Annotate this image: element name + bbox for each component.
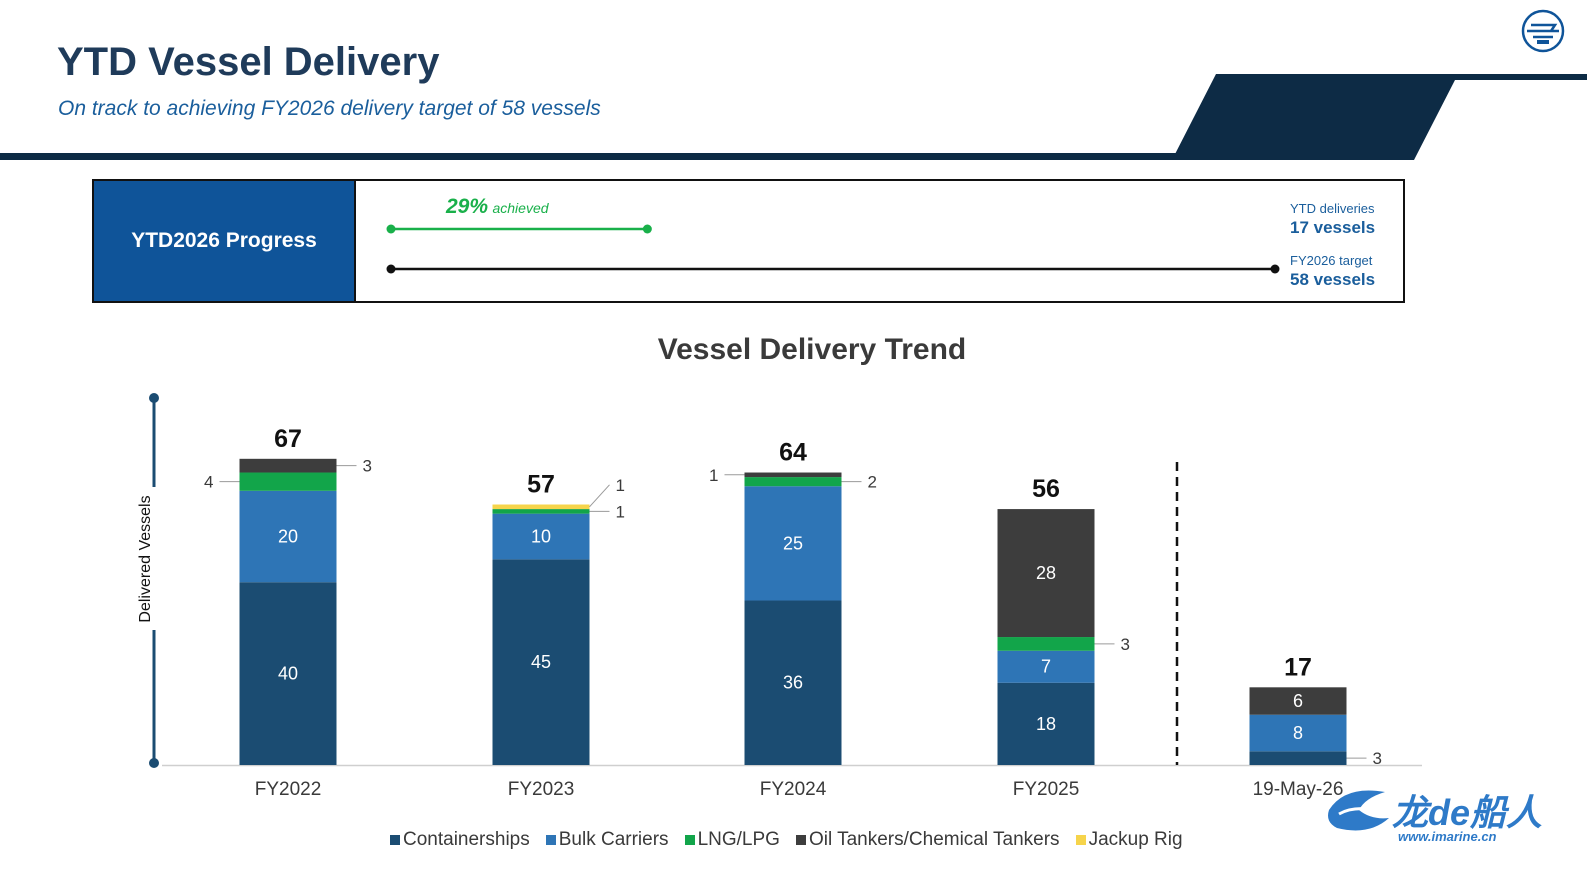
bar-segment: [1249, 751, 1347, 765]
data-label: 28: [1036, 563, 1056, 583]
percent-value: 29%: [446, 195, 489, 218]
data-label: 3: [1121, 635, 1130, 654]
data-label: 7: [1041, 657, 1051, 677]
bar-segment: [744, 486, 842, 601]
data-label: 40: [278, 664, 298, 684]
total-label: 67: [274, 425, 302, 453]
data-label: 1: [616, 476, 625, 495]
bar-segment: [997, 650, 1095, 683]
watermark-text: 龙de船人: [1392, 792, 1543, 833]
data-label: 4: [204, 473, 213, 492]
legend-label: Bulk Carriers: [558, 829, 669, 850]
target-value: 58 vessels: [1290, 270, 1376, 289]
data-label: 18: [1036, 714, 1056, 734]
chart-legend: Containerships Bulk Carriers LNG/LPG Oil Ta…: [390, 829, 1183, 851]
data-label: 25: [783, 533, 803, 553]
data-label: 3: [363, 457, 372, 476]
legend-swatch: [545, 835, 556, 845]
bar-segment: [744, 472, 842, 478]
header-band: [0, 74, 1587, 160]
target-label: FY2026 target: [1290, 253, 1373, 268]
legend-item: Oil Tankers/Chemical Tankers: [795, 829, 1060, 851]
leader-line: [589, 484, 610, 508]
x-tick-label: 19-May-26: [1253, 779, 1344, 800]
legend-item: LNG/LPG: [684, 829, 780, 851]
y-axis-label: Delivered Vessels: [137, 495, 154, 622]
legend-item: Jackup Rig: [1075, 829, 1183, 851]
data-label: 1: [616, 502, 625, 521]
data-label: 20: [278, 527, 298, 547]
x-tick-label: FY2025: [1013, 779, 1080, 800]
bar-segment: [997, 509, 1095, 638]
data-label: 1: [709, 466, 718, 485]
bar-segment: [492, 559, 590, 765]
bar-segment: [1249, 687, 1347, 715]
bar-segment: [239, 458, 337, 473]
bar-segment: [239, 582, 337, 765]
data-label: 3: [1373, 749, 1382, 768]
chart-title: Vessel Delivery Trend: [657, 333, 967, 366]
legend-swatch: [390, 835, 400, 845]
bar-segment: [744, 477, 842, 487]
x-tick-label: FY2023: [508, 779, 575, 800]
total-label: 56: [1032, 475, 1060, 503]
bar-segment: [744, 600, 842, 765]
legend-item: Containerships: [390, 829, 530, 851]
percent-achieved: 29% achieved: [446, 195, 549, 219]
data-label: 10: [531, 527, 551, 547]
progress-label: YTD2026 Progress: [94, 181, 356, 301]
bar-segment: [239, 472, 337, 491]
company-logo-icon: [1521, 9, 1565, 53]
legend-label: Oil Tankers/Chemical Tankers: [808, 829, 1060, 850]
total-label: 57: [527, 471, 555, 499]
bar-segment: [239, 490, 337, 583]
target-stat: FY2026 target 58 vessels: [1290, 253, 1375, 290]
total-label: 64: [779, 439, 807, 467]
bar-segment: [1249, 714, 1347, 752]
bar-segment: [492, 504, 590, 510]
bar-segment: [997, 682, 1095, 765]
progress-panel: YTD2026 Progress: [92, 179, 1405, 303]
legend-label: LNG/LPG: [697, 829, 780, 850]
legend-swatch: [1075, 835, 1086, 845]
bar-segment: [492, 513, 590, 560]
ytd-value: 17 vessels: [1290, 218, 1376, 237]
legend-label: Containerships: [403, 829, 530, 850]
y-axis-top-dot: [149, 393, 159, 403]
total-label: 17: [1284, 653, 1312, 681]
legend-swatch: [684, 835, 695, 845]
page-subtitle: On track to achieving FY2026 delivery ta…: [58, 97, 601, 120]
bar-segment: [492, 509, 590, 514]
achieved-word: achieved: [492, 200, 549, 216]
y-axis-bottom-dot: [149, 758, 159, 768]
legend-swatch: [795, 835, 806, 845]
ytd-stat: YTD deliveries 17 vessels: [1290, 201, 1375, 238]
watermark-logo-icon: [1328, 790, 1389, 831]
x-tick-label: FY2024: [760, 779, 827, 800]
data-label: 6: [1293, 691, 1303, 711]
x-tick-label: FY2022: [255, 779, 322, 800]
page-title: YTD Vessel Delivery: [57, 40, 440, 84]
ytd-label: YTD deliveries: [1290, 201, 1375, 216]
data-label: 8: [1293, 723, 1303, 743]
data-label: 36: [783, 673, 803, 693]
data-label: 45: [531, 652, 551, 672]
data-label: 2: [868, 473, 877, 492]
legend-item: Bulk Carriers: [545, 829, 669, 851]
watermark-url: www.imarine.cn: [1398, 829, 1497, 844]
bar-segment: [997, 637, 1095, 651]
legend-label: Jackup Rig: [1088, 829, 1183, 850]
